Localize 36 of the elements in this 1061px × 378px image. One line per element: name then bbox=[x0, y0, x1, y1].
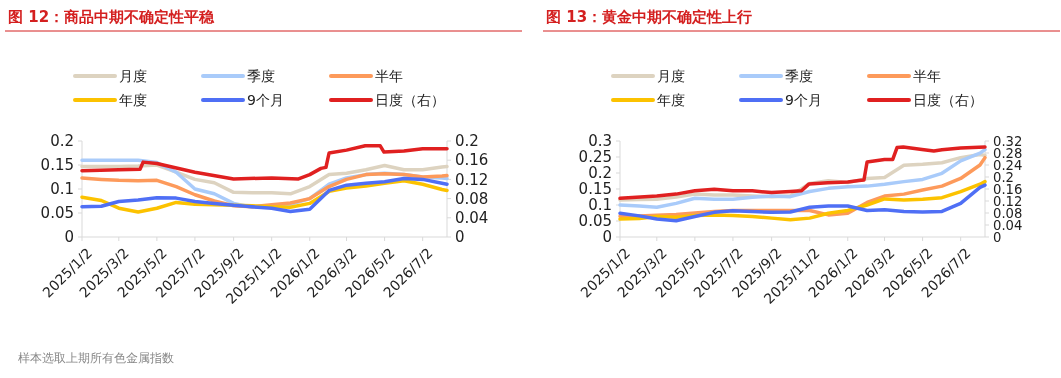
y-tick-label: 0.3 bbox=[588, 132, 612, 151]
y2-tick-label: 0.04 bbox=[455, 209, 489, 228]
line-series bbox=[618, 147, 987, 209]
y2-tick-label: 0.12 bbox=[455, 170, 489, 189]
y-tick-label: 0.1 bbox=[50, 180, 74, 199]
legend-label: 季度 bbox=[785, 68, 813, 84]
y-tick-label: 0.15 bbox=[578, 180, 612, 199]
legend-label: 9个月 bbox=[247, 92, 284, 108]
y-tick-label: 0.05 bbox=[40, 204, 74, 223]
text: 样本选取上期所有色金属指数 bbox=[18, 351, 174, 365]
y-tick-label: 0 bbox=[64, 228, 74, 247]
y2-tick-label: 0 bbox=[455, 228, 465, 247]
y-tick-label: 0 bbox=[602, 228, 612, 247]
legend-label: 年度 bbox=[657, 92, 685, 108]
legend-label: 月度 bbox=[119, 68, 147, 84]
y2-tick-label: 0.08 bbox=[455, 189, 489, 208]
legend-label: 半年 bbox=[375, 68, 403, 84]
y-tick-label: 0.05 bbox=[578, 212, 612, 231]
legend-label: 日度（右） bbox=[913, 92, 983, 108]
legend-label: 年度 bbox=[119, 92, 147, 108]
legend-label: 季度 bbox=[247, 68, 275, 84]
y-tick-label: 0.15 bbox=[40, 156, 74, 175]
line-series bbox=[80, 144, 449, 181]
y2-tick-label: 0.2 bbox=[455, 132, 479, 151]
legend-label: 月度 bbox=[657, 68, 685, 84]
chart-title: 图 13：黄金中期不确定性上行 bbox=[546, 8, 753, 26]
y-tick-label: 0.2 bbox=[50, 132, 74, 151]
legend-label: 半年 bbox=[913, 68, 941, 84]
y-tick-label: 0.1 bbox=[588, 196, 612, 215]
y2-tick-label: 0.16 bbox=[455, 151, 489, 170]
line-series bbox=[80, 163, 449, 196]
y-tick-label: 0.25 bbox=[578, 148, 612, 167]
legend-label: 9个月 bbox=[785, 92, 822, 108]
legend-label: 日度（右） bbox=[375, 92, 445, 108]
y-tick-label: 0.2 bbox=[588, 164, 612, 183]
chart-title: 图 12：商品中期不确定性平稳 bbox=[8, 8, 216, 26]
